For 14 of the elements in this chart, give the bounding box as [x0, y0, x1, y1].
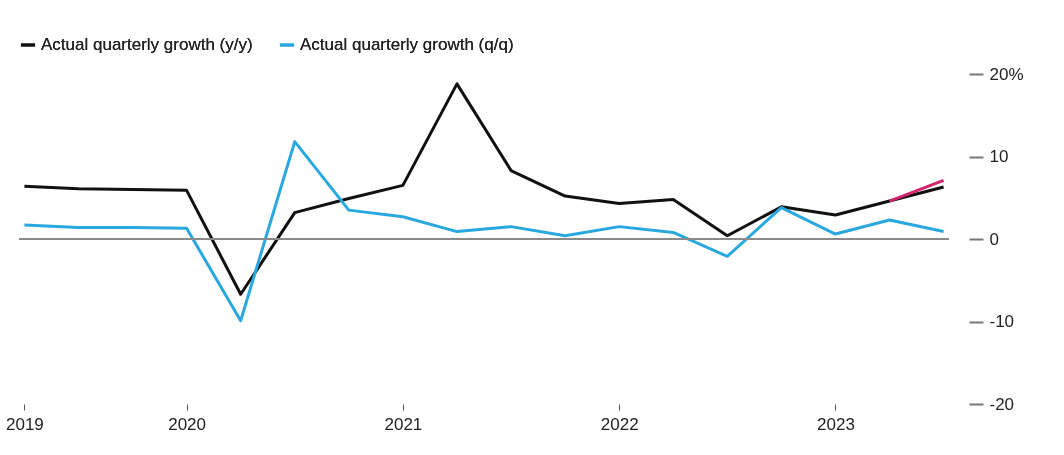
- x-tick-label: 2021: [384, 414, 423, 434]
- y-tick-label: 10: [989, 147, 1009, 166]
- y-tick-label: 20%: [989, 64, 1024, 84]
- x-tick-label: 2019: [5, 414, 44, 434]
- y-tick-label: -20: [989, 394, 1015, 414]
- legend-label: Actual quarterly growth (q/q): [300, 35, 514, 54]
- y-tick-label: 0: [989, 229, 999, 249]
- line-series: [22, 82, 946, 296]
- x-tick-label: 2020: [168, 414, 207, 434]
- x-tick-label: 2022: [600, 414, 639, 434]
- y-tick-label: -10: [989, 312, 1015, 331]
- legend-label: Actual quarterly growth (y/y): [41, 35, 253, 54]
- line-series: [22, 140, 946, 323]
- x-tick-label: 2023: [817, 414, 855, 434]
